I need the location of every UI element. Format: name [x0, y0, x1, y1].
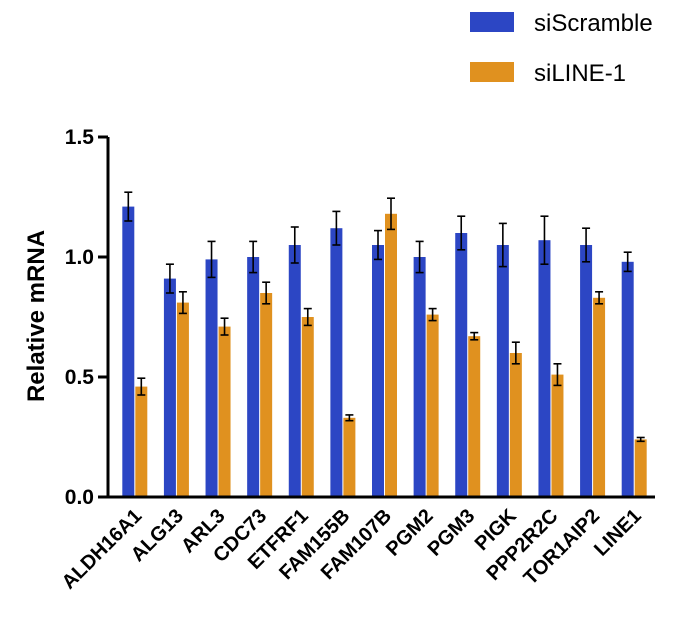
y-axis-ticks: 0.0 0.5 1.0 1.5: [65, 126, 108, 509]
bar: [301, 317, 314, 497]
bar: [413, 257, 426, 497]
y-axis-title: Relative mRNA: [23, 230, 50, 402]
x-tick-label: PGM2: [382, 505, 438, 561]
bar: [330, 228, 343, 497]
bar: [538, 240, 551, 497]
legend-swatch-siline1: [470, 62, 514, 82]
bar: [218, 326, 231, 497]
x-tick-label: LINE1: [590, 505, 646, 561]
bar: [122, 206, 135, 497]
bar: [385, 213, 397, 498]
legend: siScramble siLINE-1: [470, 10, 653, 87]
bar: [343, 417, 356, 497]
bar: [288, 245, 301, 497]
bar: [205, 259, 218, 497]
x-tick-label: PGM3: [424, 505, 480, 561]
bar: [426, 314, 439, 497]
bar: [260, 293, 273, 497]
bar: [621, 261, 634, 497]
legend-label-siline1: siLINE-1: [534, 60, 626, 87]
y-tick-label: 0.5: [65, 366, 95, 389]
bar: [455, 233, 468, 497]
bar: [496, 245, 509, 497]
legend-swatch-siscramble: [470, 12, 514, 32]
bar: [468, 336, 481, 497]
bar: [163, 278, 176, 497]
bar: [176, 302, 189, 497]
bars: [122, 206, 647, 498]
y-tick-label: 1.5: [65, 126, 95, 149]
x-axis-labels: ALDH16A1ALG13ARL3CDC73ETFRF1FAM155BFAM10…: [58, 505, 646, 594]
bar: [247, 257, 260, 497]
bar: [593, 297, 606, 497]
legend-label-siscramble: siScramble: [534, 10, 653, 37]
bar: [135, 386, 148, 497]
bar: [551, 374, 564, 497]
error-bars: [124, 191, 645, 443]
y-tick-label: 0.0: [65, 486, 94, 509]
bar: [580, 245, 593, 497]
bar: [509, 353, 522, 497]
bar: [372, 245, 384, 497]
y-tick-label: 1.0: [65, 246, 94, 269]
bar: [634, 439, 647, 497]
axes: [106, 137, 655, 499]
